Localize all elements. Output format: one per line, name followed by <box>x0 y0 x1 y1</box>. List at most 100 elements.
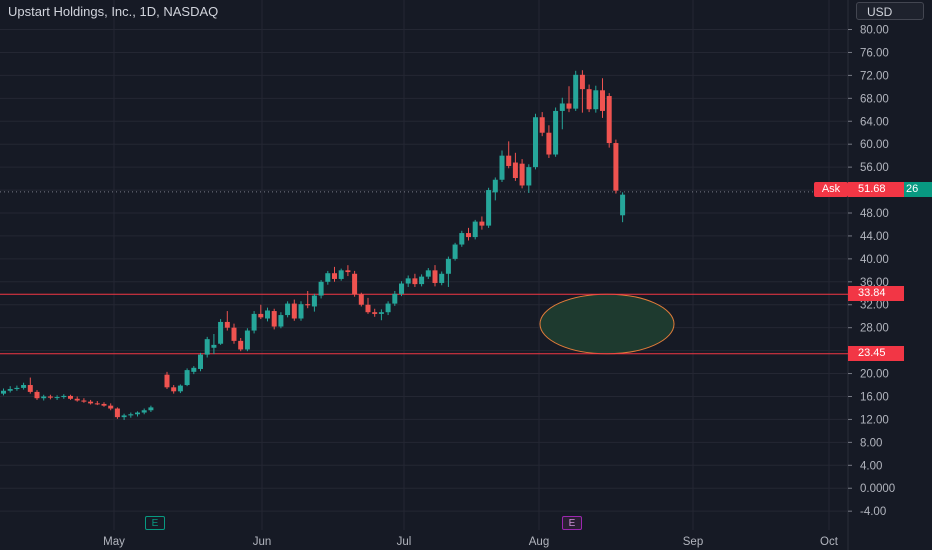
candle-body <box>271 311 277 327</box>
x-tick-label: Aug <box>529 536 549 548</box>
candle-body <box>566 103 572 109</box>
candle-body <box>419 276 425 285</box>
candle-body <box>365 304 371 313</box>
candle-body <box>184 370 190 386</box>
y-tick-label: 28.00 <box>860 323 889 335</box>
earnings-badge[interactable]: E <box>562 516 582 530</box>
candle-body <box>278 315 284 327</box>
y-tick-label: 48.00 <box>860 208 889 220</box>
candle-body <box>285 303 291 316</box>
y-tick-label: 68.00 <box>860 93 889 105</box>
candle-body <box>81 400 87 402</box>
candle-body <box>244 330 250 350</box>
candle-body <box>358 294 364 305</box>
candle-body <box>332 273 337 279</box>
ask-price-tag: 51.68 <box>848 182 904 197</box>
candle-body <box>553 110 559 155</box>
candle-body <box>385 303 391 313</box>
time-axis[interactable]: May Jun Jul Aug Sep Oct <box>103 536 839 548</box>
candle-body <box>148 407 154 411</box>
candle-body <box>298 304 304 319</box>
candle-body <box>191 367 197 372</box>
earnings-badge[interactable]: E <box>145 516 165 530</box>
candle-body <box>519 163 525 186</box>
level-upper-tag: 33.84 <box>848 286 904 301</box>
y-tick-label: 8.00 <box>860 437 882 449</box>
candle-body <box>600 90 605 111</box>
candle-body <box>61 395 67 398</box>
candle-body <box>593 90 599 110</box>
candle-body <box>445 258 451 274</box>
candle-body <box>506 155 512 166</box>
y-tick-label: 20.00 <box>860 369 889 381</box>
candle-body <box>399 283 404 294</box>
y-tick-label: 44.00 <box>860 231 889 243</box>
candle-body <box>258 313 264 318</box>
candles <box>1 70 626 420</box>
y-tick-label: 64.00 <box>860 116 889 128</box>
candle-body <box>325 273 331 282</box>
bid-price-tag: 26 <box>904 182 932 197</box>
y-tick-label: 72.00 <box>860 70 889 82</box>
x-tick-label: Sep <box>683 536 703 548</box>
candle-body <box>311 295 317 307</box>
candle-body <box>7 389 13 391</box>
candle-body <box>211 344 217 348</box>
candle-body <box>479 221 485 226</box>
candle-body <box>305 304 311 306</box>
y-tick-label: 60.00 <box>860 139 889 151</box>
candle-body <box>499 155 505 180</box>
candle-body <box>345 270 351 273</box>
candle-body <box>224 321 230 328</box>
candle-body <box>573 74 579 109</box>
currency-button[interactable]: USD <box>856 2 924 20</box>
candle-body <box>533 117 538 168</box>
candle-body <box>586 89 592 110</box>
x-tick-label: May <box>103 536 125 548</box>
candle-body <box>352 273 358 295</box>
y-tick-label: 76.00 <box>860 47 889 59</box>
candle-body <box>141 410 147 413</box>
candle-body <box>378 312 384 314</box>
candle-body <box>620 194 626 216</box>
candle-body <box>177 385 183 392</box>
candle-body <box>412 278 418 285</box>
candle-body <box>405 278 411 284</box>
y-tick-label: 40.00 <box>860 254 889 266</box>
x-tick-label: Jul <box>397 536 412 548</box>
candle-body <box>171 387 177 392</box>
candle-body <box>526 167 532 186</box>
y-tick-label: 36.00 <box>860 277 889 289</box>
candle-body <box>238 340 244 350</box>
candle-body <box>486 190 492 226</box>
y-tick-label: 80.00 <box>860 25 889 37</box>
candle-body <box>1 390 6 394</box>
ask-label: Ask <box>814 182 848 197</box>
candle-body <box>472 221 478 238</box>
candle-body <box>338 270 344 279</box>
price-axis[interactable]: 80.0076.0072.0068.0064.0060.0056.0052.00… <box>848 25 895 519</box>
candle-body <box>265 310 270 319</box>
candle-body <box>68 395 73 399</box>
candle-body <box>606 96 612 144</box>
candle-body <box>613 143 619 191</box>
candle-body <box>579 74 585 90</box>
candle-body <box>198 354 203 369</box>
candle-body <box>54 397 60 399</box>
candle-body <box>392 293 398 304</box>
candle-body <box>47 396 53 398</box>
x-tick-label: Jun <box>253 536 272 548</box>
candle-body <box>539 117 545 133</box>
candle-body <box>88 401 94 404</box>
level-lines <box>0 293 848 355</box>
candle-body <box>41 396 47 399</box>
candle-body <box>318 281 324 296</box>
candle-body <box>94 403 100 405</box>
candle-body <box>135 412 140 415</box>
candle-body <box>34 391 40 399</box>
candle-body <box>291 303 297 319</box>
candle-body <box>101 403 107 406</box>
candle-body <box>559 103 565 111</box>
candle-body <box>114 408 120 418</box>
